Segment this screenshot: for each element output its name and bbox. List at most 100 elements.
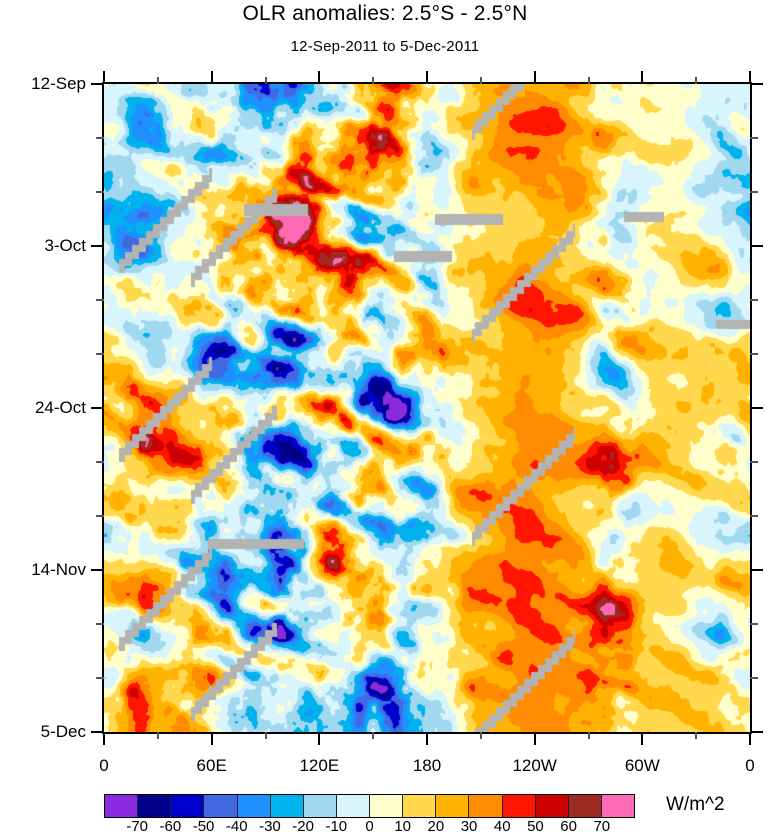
y-axis-tick-label: 14-Nov bbox=[31, 560, 86, 579]
y-tick-minor bbox=[96, 299, 104, 301]
y-tick-major bbox=[91, 569, 104, 571]
x-axis-tick-label: 60E bbox=[196, 756, 227, 775]
colorbar-swatch bbox=[568, 795, 602, 817]
x-tick-minor bbox=[372, 77, 375, 84]
y-tick-minor bbox=[750, 515, 758, 517]
x-tick-minor bbox=[587, 732, 590, 739]
x-tick-minor bbox=[479, 77, 482, 84]
x-tick-minor bbox=[264, 732, 267, 739]
colorbar-swatch bbox=[336, 795, 370, 817]
y-tick-major bbox=[750, 83, 763, 85]
olr-anomaly-heatmap bbox=[104, 84, 750, 732]
y-tick-minor bbox=[750, 137, 758, 139]
y-tick-minor bbox=[96, 677, 104, 679]
colorbar-tick-label: -50 bbox=[192, 818, 215, 835]
colorbar-swatch bbox=[601, 795, 634, 817]
x-tick-major bbox=[533, 732, 536, 745]
colorbar-swatch bbox=[204, 795, 238, 817]
x-tick-minor bbox=[587, 77, 590, 84]
colorbar-swatch bbox=[270, 795, 304, 817]
x-tick-minor bbox=[372, 732, 375, 739]
colorbar-swatch bbox=[403, 795, 437, 817]
y-tick-minor bbox=[750, 191, 758, 193]
x-tick-major bbox=[210, 71, 213, 84]
x-tick-major bbox=[318, 732, 321, 745]
y-tick-major bbox=[91, 731, 104, 733]
colorbar-swatch bbox=[370, 795, 404, 817]
y-tick-minor bbox=[96, 461, 104, 463]
chart-subtitle: 12-Sep-2011 to 5-Dec-2011 bbox=[290, 38, 480, 55]
page-title: OLR anomalies: 2.5°S - 2.5°N bbox=[242, 2, 528, 25]
x-axis-tick-label: 180 bbox=[412, 756, 442, 775]
x-tick-major bbox=[103, 732, 105, 745]
y-tick-major bbox=[750, 407, 763, 409]
y-tick-minor bbox=[96, 623, 104, 625]
x-tick-major bbox=[749, 71, 751, 84]
y-axis-tick-label: 24-Oct bbox=[34, 398, 86, 417]
x-axis-tick-label: 120E bbox=[299, 756, 340, 775]
colorbar-swatch bbox=[436, 795, 470, 817]
x-tick-major bbox=[210, 732, 213, 745]
colorbar-swatch bbox=[303, 795, 337, 817]
y-tick-minor bbox=[750, 353, 758, 355]
x-tick-major bbox=[641, 71, 644, 84]
colorbar-tick-label: 10 bbox=[394, 818, 412, 835]
colorbar-tick-label: 60 bbox=[560, 818, 577, 835]
y-tick-minor bbox=[750, 623, 758, 625]
colorbar-tick-label: 0 bbox=[365, 818, 374, 835]
y-tick-minor bbox=[750, 461, 758, 463]
colorbar-swatch bbox=[138, 795, 172, 817]
colorbar-tick-label: -60 bbox=[159, 818, 182, 835]
y-tick-major bbox=[91, 245, 104, 247]
y-axis-tick-label: 3-Oct bbox=[44, 236, 86, 255]
y-tick-minor bbox=[750, 677, 758, 679]
colorbar-tick-label: -20 bbox=[292, 818, 314, 835]
colorbar-tick-label: 50 bbox=[527, 818, 544, 835]
plot-area bbox=[102, 82, 752, 734]
colorbar-swatch bbox=[469, 795, 503, 817]
colorbar-tick-label: -40 bbox=[225, 818, 248, 835]
colorbar bbox=[104, 794, 635, 818]
x-tick-major bbox=[641, 732, 644, 745]
x-tick-major bbox=[426, 732, 428, 745]
y-tick-major bbox=[750, 569, 763, 571]
y-tick-major bbox=[750, 731, 763, 733]
colorbar-tick-label: -30 bbox=[259, 818, 281, 835]
colorbar-tick-label: 40 bbox=[493, 818, 511, 835]
colorbar-units-label: W/m^2 bbox=[666, 794, 725, 815]
y-axis-tick-label: 5-Dec bbox=[40, 722, 86, 741]
x-axis-tick-label: 60W bbox=[624, 756, 660, 775]
x-tick-major bbox=[426, 71, 428, 84]
colorbar-tick-label: -10 bbox=[325, 818, 348, 835]
y-tick-major bbox=[91, 83, 104, 85]
x-tick-minor bbox=[156, 77, 159, 84]
y-tick-minor bbox=[750, 299, 758, 301]
y-tick-major bbox=[750, 245, 763, 247]
y-tick-minor bbox=[96, 353, 104, 355]
colorbar-swatch bbox=[502, 795, 536, 817]
x-tick-major bbox=[533, 71, 536, 84]
x-tick-major bbox=[318, 71, 321, 84]
x-axis-tick-label: 0 bbox=[99, 756, 109, 775]
x-tick-minor bbox=[156, 732, 159, 739]
x-axis-tick-label: 120W bbox=[512, 756, 557, 775]
colorbar-swatch bbox=[535, 795, 569, 817]
colorbar-tick-label: -70 bbox=[126, 818, 149, 835]
x-tick-major bbox=[749, 732, 751, 745]
y-axis-tick-label: 12-Sep bbox=[31, 74, 86, 93]
x-tick-major bbox=[103, 71, 105, 84]
y-tick-minor bbox=[96, 191, 104, 193]
x-tick-minor bbox=[264, 77, 267, 84]
colorbar-swatch bbox=[105, 795, 139, 817]
x-axis-tick-label: 0 bbox=[745, 756, 755, 775]
colorbar-tick-label: 30 bbox=[460, 818, 478, 835]
colorbar-swatch bbox=[171, 795, 205, 817]
y-tick-minor bbox=[96, 137, 104, 139]
colorbar-tick-label: 70 bbox=[593, 818, 611, 835]
x-tick-minor bbox=[479, 732, 482, 739]
x-tick-minor bbox=[695, 77, 698, 84]
x-tick-minor bbox=[695, 732, 698, 739]
y-tick-minor bbox=[96, 515, 104, 517]
y-tick-major bbox=[91, 407, 104, 409]
